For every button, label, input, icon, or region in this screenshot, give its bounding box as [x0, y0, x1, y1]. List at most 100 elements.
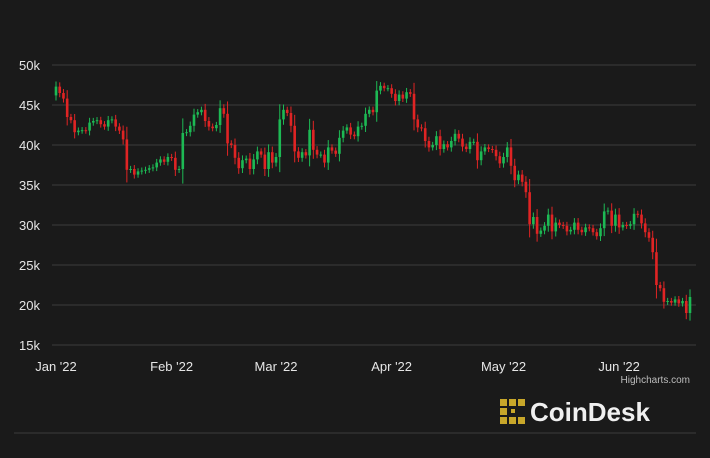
candle[interactable]: [505, 142, 509, 163]
candle[interactable]: [472, 138, 475, 145]
candle[interactable]: [502, 152, 505, 168]
candle[interactable]: [640, 209, 643, 229]
candle[interactable]: [461, 133, 464, 152]
candle[interactable]: [345, 124, 349, 134]
candle[interactable]: [438, 129, 442, 156]
candle[interactable]: [408, 89, 412, 97]
candle[interactable]: [423, 121, 427, 148]
candle[interactable]: [188, 121, 192, 137]
candle[interactable]: [629, 221, 632, 229]
candle[interactable]: [248, 152, 252, 175]
candle[interactable]: [162, 156, 166, 165]
candle[interactable]: [218, 100, 222, 133]
candle[interactable]: [580, 226, 584, 236]
candle[interactable]: [625, 221, 628, 229]
candle[interactable]: [464, 143, 468, 153]
candle[interactable]: [129, 165, 132, 173]
candle[interactable]: [632, 208, 636, 230]
candle[interactable]: [561, 221, 565, 229]
candle[interactable]: [140, 167, 144, 175]
candle[interactable]: [546, 208, 550, 232]
candle[interactable]: [371, 106, 375, 116]
candle[interactable]: [229, 140, 233, 149]
candle[interactable]: [133, 165, 136, 179]
candle[interactable]: [491, 145, 494, 153]
candle[interactable]: [684, 294, 688, 320]
candle[interactable]: [569, 226, 572, 235]
candle[interactable]: [304, 149, 308, 159]
candle[interactable]: [558, 219, 561, 229]
candle[interactable]: [338, 130, 341, 162]
candle[interactable]: [397, 90, 401, 106]
candle[interactable]: [58, 82, 62, 98]
candle[interactable]: [159, 156, 162, 166]
candle[interactable]: [99, 116, 103, 128]
candle[interactable]: [315, 146, 319, 159]
candle[interactable]: [356, 121, 360, 142]
candle[interactable]: [375, 81, 379, 122]
candle[interactable]: [643, 218, 647, 238]
candle[interactable]: [450, 136, 453, 152]
candle[interactable]: [103, 121, 106, 130]
candle[interactable]: [334, 147, 338, 157]
candle[interactable]: [453, 129, 457, 146]
candle[interactable]: [177, 165, 181, 173]
candle[interactable]: [319, 151, 323, 158]
candle[interactable]: [662, 281, 666, 309]
candle[interactable]: [226, 101, 229, 156]
candle[interactable]: [651, 230, 655, 260]
candle[interactable]: [285, 106, 289, 117]
candle[interactable]: [483, 144, 487, 155]
candle[interactable]: [174, 151, 177, 176]
candle[interactable]: [401, 91, 405, 102]
candle[interactable]: [237, 152, 241, 174]
candle[interactable]: [509, 138, 513, 175]
candle[interactable]: [602, 203, 606, 237]
candle[interactable]: [539, 227, 543, 237]
candle[interactable]: [442, 140, 446, 153]
candle[interactable]: [274, 153, 278, 167]
candle[interactable]: [106, 115, 110, 131]
candle[interactable]: [431, 141, 434, 151]
candle[interactable]: [658, 281, 662, 292]
candle[interactable]: [435, 131, 438, 151]
candle[interactable]: [297, 147, 300, 163]
candle[interactable]: [573, 218, 576, 235]
candle[interactable]: [282, 104, 285, 125]
candle[interactable]: [54, 81, 58, 101]
candle[interactable]: [617, 208, 621, 234]
highcharts-credit[interactable]: Highcharts.com: [621, 375, 690, 386]
candle[interactable]: [136, 168, 140, 178]
candle[interactable]: [62, 89, 65, 103]
candle[interactable]: [688, 289, 692, 321]
candle[interactable]: [326, 140, 330, 170]
candle[interactable]: [655, 238, 658, 299]
candle[interactable]: [479, 146, 483, 166]
candle[interactable]: [647, 228, 651, 242]
candle[interactable]: [95, 117, 99, 125]
candle[interactable]: [289, 106, 293, 133]
candle[interactable]: [532, 212, 535, 229]
candle[interactable]: [360, 122, 364, 130]
candle[interactable]: [65, 90, 69, 126]
candle[interactable]: [155, 158, 158, 172]
candle[interactable]: [312, 120, 315, 159]
candle[interactable]: [446, 141, 449, 151]
candle[interactable]: [427, 136, 431, 152]
candle[interactable]: [77, 127, 80, 136]
candle[interactable]: [681, 297, 684, 307]
candle[interactable]: [565, 221, 569, 236]
candle[interactable]: [211, 123, 214, 132]
candle[interactable]: [121, 125, 125, 145]
candle[interactable]: [457, 130, 461, 143]
candle[interactable]: [263, 147, 267, 177]
candle[interactable]: [614, 208, 617, 232]
candle[interactable]: [308, 118, 311, 167]
candle[interactable]: [524, 176, 528, 198]
candle[interactable]: [267, 144, 270, 177]
candle[interactable]: [543, 222, 546, 235]
candle[interactable]: [88, 117, 91, 136]
candle[interactable]: [405, 87, 408, 103]
candle[interactable]: [84, 127, 88, 134]
candle[interactable]: [476, 133, 479, 169]
